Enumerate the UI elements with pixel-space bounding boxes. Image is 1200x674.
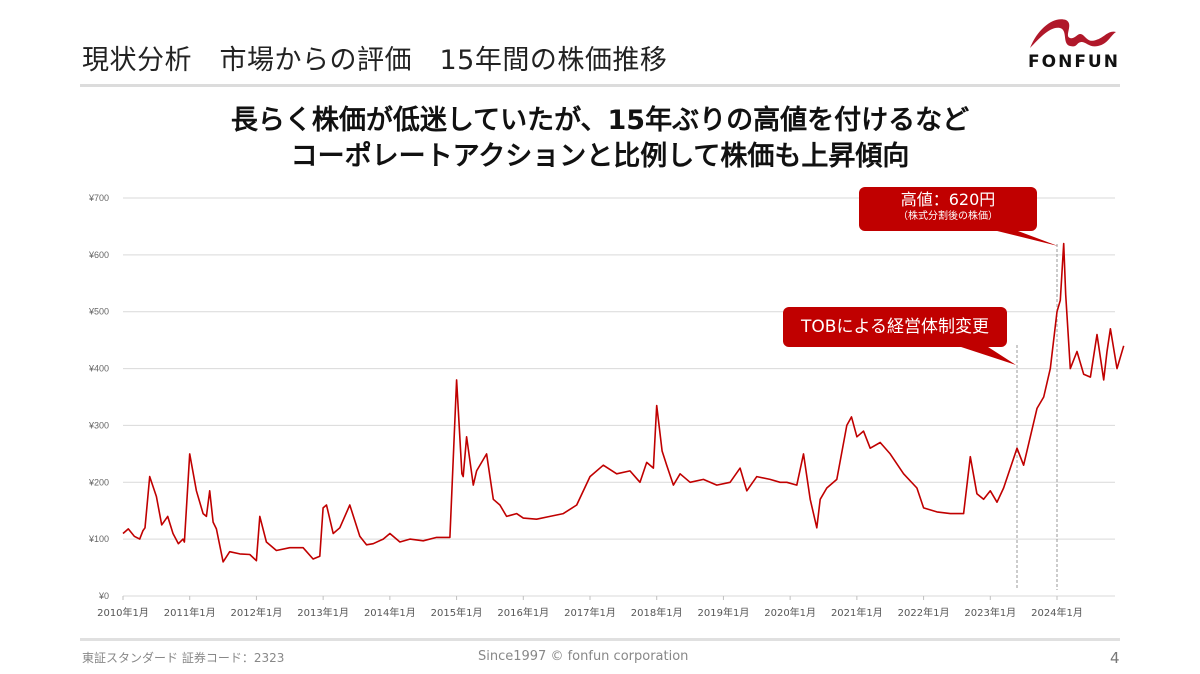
high-price-callout: 高値：620円 （株式分割後の株価） — [859, 187, 1037, 231]
high-price-note: （株式分割後の株価） — [898, 211, 998, 222]
y-tick-label: ¥700 — [88, 193, 109, 203]
stock-code-label: 東証スタンダード 証券コード：2323 — [82, 651, 285, 665]
copyright-label: Since1997 © fonfun corporation — [478, 649, 689, 664]
brand-logo-text: FONFUN — [1028, 52, 1120, 72]
fonfun-wave-logo-icon — [1030, 19, 1116, 48]
tob-callout: TOBによる経営体制変更 — [783, 307, 1007, 347]
x-tick-label: 2012年1月 — [231, 606, 283, 619]
x-tick-label: 2022年1月 — [898, 606, 950, 619]
x-tick-label: 2021年1月 — [831, 606, 883, 619]
x-tick-label: 2013年1月 — [297, 606, 349, 619]
x-tick-label: 2014年1月 — [364, 606, 416, 619]
x-tick-label: 2011年1月 — [164, 606, 216, 619]
x-tick-label: 2024年1月 — [1031, 606, 1083, 619]
headline: 長らく株価が低迷していたが、15年ぶりの高値を付けるなど コーポレートアクション… — [0, 103, 1200, 175]
x-tick-label: 2016年1月 — [497, 606, 549, 619]
y-axis-ticks: ¥0 ¥100 ¥200 ¥300 ¥400 ¥500 ¥600 ¥700 — [88, 193, 109, 601]
x-tick-label: 2023年1月 — [964, 606, 1016, 619]
event-marker-lines — [1016, 244, 1058, 590]
x-tick-label: 2017年1月 — [564, 606, 616, 619]
stock-price-line — [122, 242, 1125, 563]
x-tick-label: 2020年1月 — [764, 606, 816, 619]
y-tick-label: ¥400 — [88, 364, 109, 374]
headline-line-2: コーポレートアクションと比例して株価も上昇傾向 — [290, 141, 910, 172]
x-tick-label: 2015年1月 — [431, 606, 483, 619]
y-tick-label: ¥600 — [88, 250, 109, 260]
page-number: 4 — [1110, 649, 1120, 667]
high-price-label: 高値：620円 — [900, 190, 996, 209]
y-tick-label: ¥300 — [88, 420, 109, 430]
callout-pointers — [955, 228, 1058, 365]
y-tick-label: ¥500 — [88, 307, 109, 317]
x-tick-label: 2010年1月 — [97, 606, 149, 619]
headline-line-1: 長らく株価が低迷していたが、15年ぶりの高値を付けるなど — [230, 105, 970, 136]
y-tick-label: ¥0 — [98, 591, 109, 601]
page-title: 現状分析 市場からの評価 15年間の株価推移 — [82, 45, 668, 76]
footer-divider — [80, 638, 1120, 641]
y-tick-label: ¥100 — [88, 534, 109, 544]
title-divider — [80, 84, 1120, 87]
x-tick-label: 2018年1月 — [631, 606, 683, 619]
y-tick-label: ¥200 — [88, 477, 109, 487]
chart-gridlines — [123, 197, 1115, 597]
x-axis-ticks: 2010年1月 2011年1月 2012年1月 2013年1月 2014年1月 2015年… — [97, 596, 1083, 619]
x-tick-label: 2019年1月 — [698, 606, 750, 619]
